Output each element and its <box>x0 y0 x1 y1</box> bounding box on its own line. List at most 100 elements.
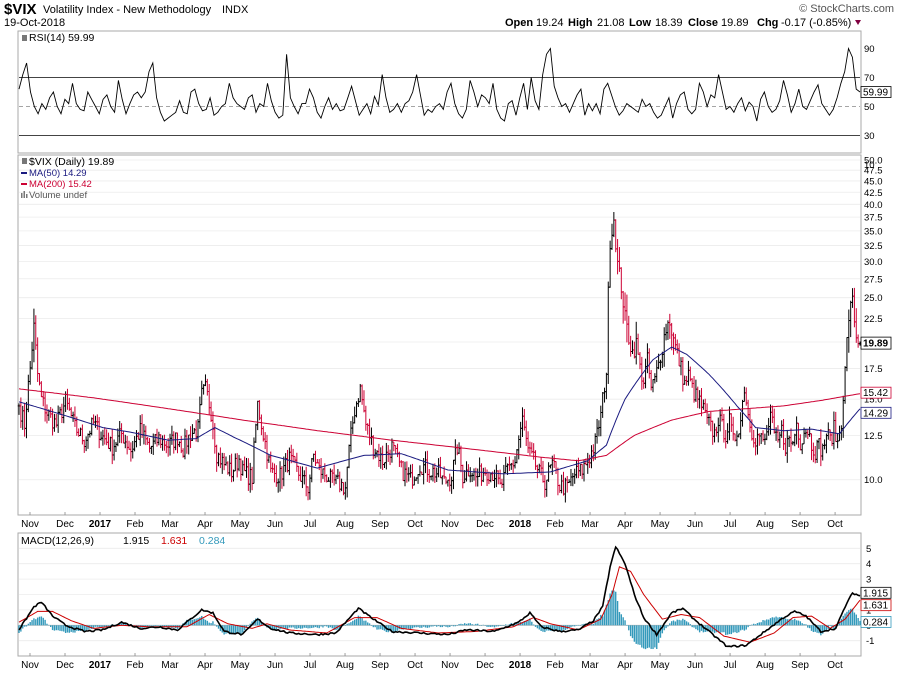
price-bar <box>116 428 120 447</box>
histogram-bar <box>389 625 391 632</box>
histogram-bar <box>214 624 216 626</box>
x-tick-label: Oct <box>407 660 423 671</box>
histogram-bar <box>642 625 645 649</box>
histogram-bar <box>551 625 554 632</box>
price-bar <box>711 420 714 445</box>
histogram-bar <box>825 625 828 631</box>
histogram-bar <box>368 623 371 626</box>
histogram-bar <box>426 625 429 628</box>
price-bar <box>789 428 793 452</box>
histogram-bar <box>697 625 699 631</box>
price-bar <box>826 422 830 440</box>
price-bar <box>159 434 163 449</box>
price-bar <box>185 429 189 454</box>
histogram-bar <box>482 624 485 626</box>
x-tick-label: Sep <box>791 519 809 530</box>
price-bar <box>248 462 252 493</box>
rsi-tick-label: 50 <box>864 102 875 113</box>
histogram-bar <box>346 623 348 626</box>
histogram-bar <box>730 625 733 635</box>
histogram-bar <box>324 625 326 627</box>
rsi-legend-text: RSI(14) 59.99 <box>29 32 95 44</box>
histogram-bar <box>794 618 796 626</box>
histogram-bar <box>816 625 818 633</box>
histogram-bar <box>829 625 831 626</box>
price-bar <box>627 315 631 345</box>
price-bar <box>675 339 679 354</box>
histogram-bar <box>298 625 300 629</box>
histogram-bar <box>780 616 783 626</box>
histogram-bar <box>53 625 56 631</box>
price-bar <box>200 380 204 406</box>
histogram-bar <box>846 611 848 626</box>
price-grid <box>19 159 860 481</box>
price-bar <box>508 456 511 472</box>
histogram-bar <box>540 625 542 631</box>
histogram-bar <box>656 625 658 649</box>
histogram-bar <box>210 623 212 626</box>
histogram-bar <box>766 619 768 626</box>
close-tag-text: 19.89 <box>863 339 888 350</box>
price-panel-frame <box>17 154 862 516</box>
price-bar <box>243 456 246 472</box>
histogram-bar <box>158 625 160 626</box>
price-bar <box>163 434 166 451</box>
histogram-bar <box>83 625 85 632</box>
histogram-bar <box>428 625 430 628</box>
histogram-bar <box>249 623 251 626</box>
price-tick-label: 45.0 <box>864 176 883 187</box>
histogram-bar <box>572 625 574 627</box>
price-legend: $VIX (Daily) 19.89 MA(50) 14.29 MA(200) … <box>21 156 114 201</box>
histogram-bar <box>475 623 477 626</box>
histogram-bar <box>232 625 235 635</box>
histogram-bar <box>691 625 693 628</box>
histogram-bar <box>296 625 298 629</box>
price-bar <box>286 449 289 473</box>
price-bar <box>379 447 383 469</box>
histogram-bar <box>762 620 764 626</box>
histogram-bar <box>840 618 843 626</box>
price-tick-label: 27.5 <box>864 274 883 285</box>
price-bar <box>314 450 317 467</box>
price-bar <box>265 434 269 469</box>
price-bar <box>495 464 498 488</box>
price-bar <box>819 428 823 467</box>
price-tick-label: 17.5 <box>864 364 883 375</box>
histogram-bar <box>689 624 692 626</box>
histogram-bar <box>814 625 816 632</box>
histogram-bar <box>197 618 199 626</box>
histogram-bar <box>590 624 593 626</box>
rsi-line <box>18 46 861 122</box>
ma200-line <box>18 388 861 462</box>
histogram-bar <box>504 624 507 626</box>
price-bar <box>276 478 280 493</box>
price-bar <box>118 420 121 443</box>
histogram-bar <box>534 625 537 627</box>
histogram-bar <box>803 624 805 626</box>
price-bar <box>97 417 101 449</box>
histogram-bar <box>307 625 309 629</box>
price-bar <box>651 379 655 393</box>
price-bar <box>92 414 95 425</box>
price-bar <box>362 390 366 413</box>
x-tick-label: Dec <box>56 519 74 530</box>
price-bar <box>349 421 353 453</box>
price-bar <box>666 320 670 340</box>
histogram-bar <box>443 625 445 627</box>
histogram-bar <box>312 625 315 628</box>
histogram-bar <box>202 618 205 626</box>
histogram-bar <box>163 625 166 627</box>
histogram-bar <box>406 625 408 629</box>
price-bar <box>347 444 351 469</box>
x-tick-label: Jul <box>724 660 737 671</box>
histogram-bar <box>273 625 276 630</box>
histogram-bar <box>663 625 665 631</box>
rsi-panel: 90 70 50 30 10 RSI(14) 59.99 59.99 <box>18 32 892 171</box>
price-bar <box>284 453 287 473</box>
histogram-bar <box>460 623 462 626</box>
price-bar <box>330 469 334 483</box>
histogram-bar <box>292 625 294 628</box>
price-bar <box>125 435 129 455</box>
histogram-bar <box>215 625 218 627</box>
price-bar <box>219 447 222 469</box>
